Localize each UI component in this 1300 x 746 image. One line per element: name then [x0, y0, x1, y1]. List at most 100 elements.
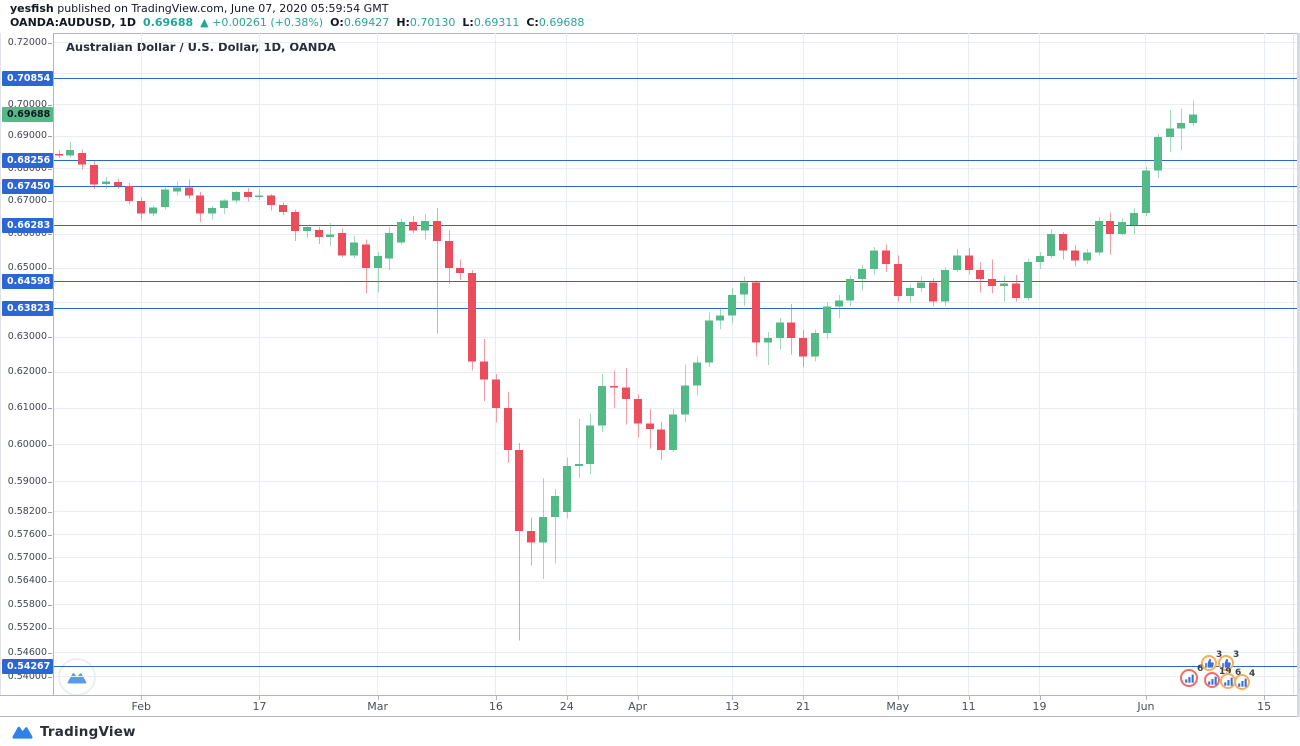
candle-apr-6	[669, 414, 677, 451]
candle-apr-14	[740, 282, 748, 295]
candle-mar-18	[515, 450, 523, 531]
price-tick-label: 0.63000	[7, 331, 47, 343]
price-tick-mark	[48, 408, 52, 410]
time-tick-mark	[566, 696, 568, 700]
candle-may-11	[965, 255, 973, 270]
thumb-up-reaction-badge[interactable]	[1218, 655, 1234, 671]
candle-apr-13	[728, 294, 736, 316]
price-gridline	[54, 42, 1297, 44]
candle-apr-28	[858, 268, 866, 279]
price-tick-mark	[48, 168, 52, 170]
price-gridline	[54, 511, 1297, 513]
candle-jun-2	[1154, 137, 1162, 171]
candle-feb-5	[161, 189, 169, 208]
candle-may-22	[1071, 250, 1079, 261]
candle-feb-20	[291, 211, 299, 231]
candle-apr-22	[811, 332, 819, 357]
candle-feb-12	[220, 200, 228, 208]
candle-mar-19	[527, 530, 535, 543]
candle-may-13	[988, 279, 996, 286]
plot-area[interactable]: Australian Dollar / U.S. Dollar, 1D, OAN…	[54, 33, 1297, 695]
candle-mar-6	[421, 221, 429, 231]
candle-jun-4	[1177, 123, 1185, 129]
low-value: 0.69311	[473, 16, 520, 29]
price-gridline	[54, 104, 1297, 106]
bar-chart-icon	[1237, 677, 1248, 688]
time-gridline	[968, 33, 970, 695]
candle-apr-21	[799, 337, 807, 357]
thumb-up-reaction-badge[interactable]	[1201, 655, 1217, 671]
price-tick-label: 0.55800	[7, 598, 47, 610]
price-tick-mark	[48, 481, 52, 483]
price-tick-label: 0.60000	[7, 438, 47, 450]
candle-mar-26	[586, 425, 594, 464]
candle-may-19	[1036, 256, 1044, 263]
time-tick-label: 11	[961, 700, 976, 713]
candle-apr-27	[846, 279, 854, 301]
time-tick-mark	[897, 696, 899, 700]
candle-jan-31	[125, 185, 133, 201]
candle-may-20	[1047, 233, 1055, 256]
price-gridline	[54, 200, 1297, 202]
candle-jan-23	[55, 154, 63, 156]
candle-may-5	[917, 282, 925, 288]
price-axis[interactable]: 0.72000 0.70000 0.69000 0.68000 0.67000 0.660…	[0, 33, 54, 717]
bar-chart-icon	[1207, 675, 1218, 686]
bar-chart-reaction-badge[interactable]	[1204, 672, 1220, 688]
bar-chart-icon	[1184, 673, 1195, 684]
price-level-line[interactable]	[54, 307, 1297, 309]
candle-jan-28	[90, 164, 98, 185]
candle-mar-31	[622, 387, 630, 400]
time-tick-label: 16	[488, 700, 503, 713]
price-level-badge: 0.70854	[2, 70, 53, 86]
price-tick-mark	[48, 234, 52, 236]
candle-apr-2	[646, 423, 654, 430]
candle-may-4	[906, 287, 914, 297]
price-tick-mark	[48, 337, 52, 339]
candle-feb-3	[137, 201, 145, 214]
candle-apr-29	[870, 250, 878, 269]
publish-info: published on TradingView.com, June 07, 2…	[53, 2, 389, 15]
price-gridline	[54, 267, 1297, 269]
symbol-label: OANDA:AUDUSD, 1D	[10, 16, 137, 29]
price-gridline	[54, 676, 1297, 678]
time-tick-mark	[637, 696, 639, 700]
price-tick-mark	[48, 534, 52, 536]
time-tick-label: Feb	[131, 700, 151, 713]
time-tick-label: 24	[559, 700, 574, 713]
price-level-line[interactable]	[54, 77, 1297, 79]
time-axis[interactable]: Feb 17 Mar 16 24 Apr 13 21 May 11 19 Jun 15	[0, 695, 1300, 717]
price-tick-mark	[48, 676, 52, 678]
candle-feb-21	[303, 226, 311, 231]
candle-mar-11	[456, 268, 464, 274]
bar-chart-reaction-badge[interactable]	[1234, 674, 1250, 690]
time-gridline	[140, 33, 142, 695]
candle-mar-5	[409, 221, 417, 231]
time-gridline	[495, 33, 497, 695]
price-level-line[interactable]	[54, 665, 1297, 667]
low-label: L:	[462, 16, 474, 29]
price-tick-label: 0.55200	[7, 622, 47, 634]
price-tick-mark	[48, 511, 52, 513]
candle-apr-10	[716, 315, 724, 321]
price-tick-label: 0.66000	[7, 228, 47, 240]
time-gridline	[637, 33, 639, 695]
open-value: 0.69427	[343, 16, 390, 29]
bar-chart-reaction-badge[interactable]	[1180, 669, 1198, 687]
price-level-line[interactable]	[54, 281, 1297, 283]
chart-frame	[0, 33, 1300, 695]
candle-mar-3	[385, 232, 393, 259]
price-level-line[interactable]	[54, 186, 1297, 188]
price-gridline	[54, 557, 1297, 559]
price-tick-label: 0.54000	[7, 670, 47, 682]
price-level-line[interactable]	[54, 224, 1297, 226]
price-tick-mark	[48, 628, 52, 630]
price-tick-mark	[48, 604, 52, 606]
time-tick-mark	[377, 696, 379, 700]
price-tick-mark	[48, 136, 52, 138]
time-tick-label: Jun	[1137, 700, 1155, 713]
price-level-line[interactable]	[54, 159, 1297, 161]
candle-may-28	[1118, 221, 1126, 234]
price-gridline	[54, 580, 1297, 582]
